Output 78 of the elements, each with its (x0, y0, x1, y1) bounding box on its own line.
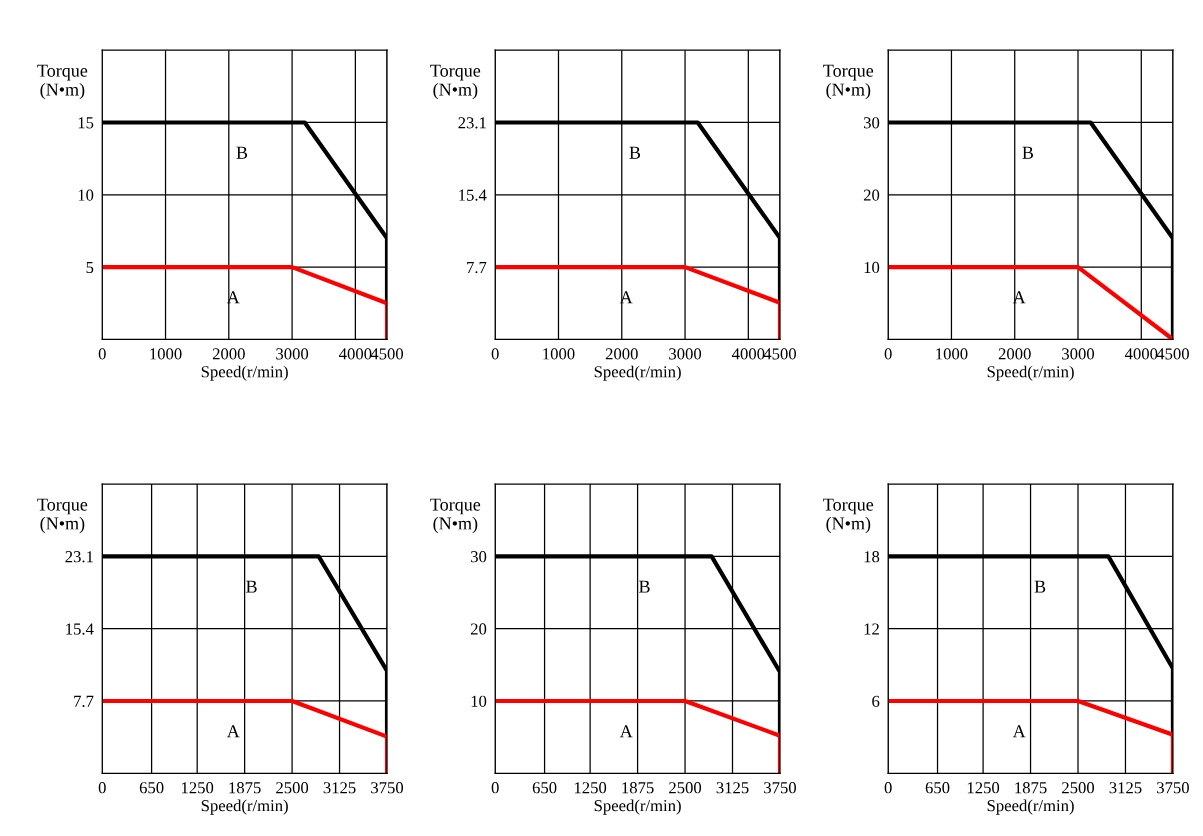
series-label: A (619, 725, 633, 738)
y-tick-label: 10 (864, 261, 880, 274)
x-tick-label: 4000 (1124, 348, 1158, 360)
series-label: A (1012, 725, 1026, 738)
x-tick-label: 3000 (276, 348, 309, 360)
x-tick-label: 3125 (323, 782, 356, 794)
y-tick-label: 10 (78, 189, 94, 201)
x-tick-label: 0 (884, 348, 892, 360)
y-tick-label: 30 (863, 117, 880, 129)
series-label: B (1034, 580, 1046, 593)
x-tick-label: 0 (884, 782, 892, 794)
y-axis-title: Torque (N•m) (823, 498, 874, 534)
x-tick-label: 2500 (669, 782, 702, 794)
x-axis-title: Speed(r/min) (594, 365, 681, 381)
x-tick-label: 2500 (276, 782, 309, 794)
x-tick-label: 650 (925, 782, 950, 794)
x-tick-label: 0 (491, 348, 499, 360)
series-label: B (629, 146, 641, 159)
y-axis-title: Torque (N•m) (823, 64, 874, 100)
x-tick-label: 4000 (731, 348, 765, 360)
y-axis-title: Torque (N•m) (430, 498, 481, 534)
x-tick-label: 3125 (716, 782, 749, 794)
x-tick-label: 3750 (371, 782, 404, 794)
x-tick-label: 3125 (1109, 782, 1142, 794)
x-axis-title: Speed(r/min) (987, 365, 1074, 381)
x-tick-label: 3000 (1062, 348, 1095, 360)
x-tick-label: 2000 (212, 348, 245, 360)
y-tick-label: 20 (863, 189, 880, 201)
y-tick-label: 23.1 (65, 551, 93, 563)
x-tick-label: 3000 (669, 348, 702, 360)
series-label: B (639, 580, 650, 593)
x-tick-label: 2000 (998, 348, 1031, 360)
x-tick-label: 1000 (543, 348, 575, 360)
y-tick-label: 7.7 (467, 261, 487, 274)
y-tick-label: 20 (470, 623, 487, 635)
y-axis-title: Torque (N•m) (37, 64, 88, 100)
x-tick-label: 0 (491, 782, 499, 794)
y-axis-title: Torque (N•m) (430, 64, 481, 100)
y-tick-label: 12 (864, 623, 879, 635)
x-tick-label: 2000 (605, 348, 638, 360)
x-axis-title: Speed(r/min) (201, 799, 288, 815)
y-tick-label: 15.4 (459, 189, 487, 201)
series-label: B (246, 580, 257, 593)
x-tick-label: 1875 (1015, 782, 1047, 794)
x-tick-label: 3750 (764, 782, 796, 794)
x-tick-label: 650 (139, 782, 164, 794)
series-label: B (236, 146, 248, 159)
x-tick-label: 1000 (936, 348, 968, 360)
y-tick-label: 18 (864, 551, 880, 563)
x-tick-label: 4500 (1156, 348, 1189, 360)
x-tick-label: 4500 (763, 348, 796, 360)
y-axis-title: Torque (N•m) (37, 498, 88, 534)
x-tick-label: 1250 (181, 782, 214, 794)
y-tick-label: 7.7 (74, 695, 94, 708)
x-tick-label: 650 (532, 782, 557, 794)
y-tick-label: 5 (86, 261, 94, 274)
x-axis-title: Speed(r/min) (987, 799, 1074, 815)
x-tick-label: 1250 (967, 782, 1000, 794)
x-tick-label: 2500 (1062, 782, 1095, 794)
x-tick-label: 0 (98, 348, 106, 360)
x-tick-label: 4000 (339, 348, 372, 360)
y-tick-label: 30 (471, 551, 487, 563)
y-tick-label: 6 (872, 695, 880, 707)
x-tick-label: 1875 (229, 782, 261, 794)
x-axis-title: Speed(r/min) (201, 365, 288, 381)
x-axis-title: Speed(r/min) (594, 799, 681, 815)
x-tick-label: 0 (98, 782, 106, 794)
y-tick-label: 23.1 (458, 117, 486, 129)
y-tick-label: 10 (471, 695, 487, 707)
x-tick-label: 3750 (1157, 782, 1189, 794)
y-tick-label: 15 (78, 117, 94, 129)
x-tick-label: 1875 (622, 782, 654, 794)
series-label: A (226, 725, 240, 738)
x-tick-label: 1250 (574, 782, 607, 794)
series-label: B (1022, 146, 1034, 159)
y-tick-label: 15.4 (66, 623, 94, 635)
x-tick-label: 1000 (150, 348, 182, 360)
x-tick-label: 4500 (370, 348, 404, 360)
